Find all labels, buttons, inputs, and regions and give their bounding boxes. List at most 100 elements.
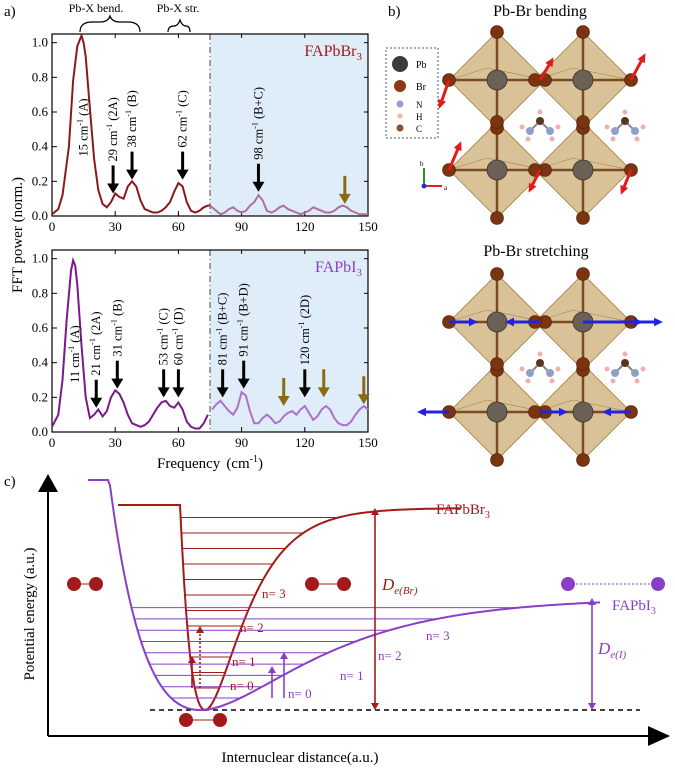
chart-title-main: FAPbBr — [304, 43, 357, 60]
y-tick-label: 0.4 — [32, 139, 49, 154]
pb-atom — [572, 159, 594, 181]
de-i-label: De(I) — [597, 639, 626, 661]
y-tick-label: 0.6 — [32, 320, 49, 335]
chart-fapbi3: 0.0 0.2 0.4 0.6 0.8 1.0 0 30 60 90 120 150 FAPbI3 11 … — [32, 249, 378, 450]
curve-label-fapbbr3: FAPbBr3 — [436, 502, 490, 521]
displacement-arrowhead-icon — [620, 184, 629, 195]
mode-label: 98 cm-1 (B+C) — [250, 87, 265, 160]
structure-bending — [437, 25, 646, 225]
h-atom — [537, 109, 543, 115]
series-line-shaded — [211, 390, 369, 427]
panel-label-c: c) — [4, 474, 16, 490]
h-atom — [640, 124, 646, 130]
level-label-br: n= 0 — [230, 678, 254, 693]
y-tick-label: 0.8 — [32, 285, 48, 300]
series-line-shaded — [209, 193, 368, 216]
x-tick-label: 0 — [49, 219, 56, 234]
y-tick-label: 0.6 — [32, 104, 49, 119]
pb-atom — [572, 69, 594, 91]
potential-ylabel: Potential energy (a.u.) — [22, 547, 38, 680]
br-atom — [490, 115, 504, 129]
level-label-br: n= 3 — [262, 586, 286, 601]
mode-arrowhead-icon — [126, 169, 139, 180]
dimer-equilibrium-atom — [179, 713, 193, 727]
br-atom-icon — [394, 80, 406, 92]
y-tick-label: 0.0 — [32, 208, 48, 223]
panel-b-title-bottom: Pb-Br stretching — [483, 243, 588, 260]
legend-pb: Pb — [416, 60, 427, 71]
octahedron-edge — [448, 67, 546, 81]
n-atom — [611, 369, 619, 377]
displacement-arrowhead-icon — [545, 57, 554, 68]
x-axis-arrow-icon — [648, 726, 670, 746]
h-atom — [525, 378, 531, 384]
displacement-arrowhead-icon — [437, 98, 446, 109]
panel-label-a: a) — [4, 4, 16, 20]
mode-arrowhead-icon — [172, 387, 185, 398]
y-tick-label: 0.2 — [32, 389, 48, 404]
plot-frame — [51, 33, 369, 217]
octahedron-edge — [448, 309, 546, 323]
x-tick-label: 90 — [235, 219, 248, 234]
c-atom — [536, 117, 544, 125]
c-atom — [536, 359, 544, 367]
br-atom — [528, 73, 542, 87]
chart-title: FAPbI3 — [315, 259, 363, 279]
bracket-str — [167, 18, 191, 33]
de-br-label: De(Br) — [381, 575, 418, 597]
fft-xlabel-close: ) — [258, 456, 263, 472]
mode-arrowhead-icon — [357, 394, 370, 405]
mode-label: 91 cm-1 (B+D) — [236, 283, 251, 356]
x-tick-label: 30 — [109, 435, 122, 450]
y-axis-arrow-icon — [38, 474, 58, 492]
dissociation-arrowhead-icon — [588, 703, 596, 710]
legend-h: H — [416, 112, 423, 122]
c-atom — [621, 117, 629, 125]
mode-arrowhead-icon — [338, 193, 351, 204]
h-atom — [634, 136, 640, 142]
n-atom — [526, 369, 534, 377]
dissociation-arrowhead-icon — [371, 703, 379, 710]
legend-n: N — [416, 100, 423, 110]
shaded-region — [210, 34, 368, 216]
series-line — [51, 256, 209, 430]
br-atom — [490, 267, 504, 281]
level-label-i: n= 3 — [426, 628, 450, 643]
x-tick-label: 90 — [235, 435, 248, 450]
pb-atom — [486, 159, 508, 181]
n-atom — [631, 369, 639, 377]
x-tick-label: 60 — [172, 219, 185, 234]
mode-arrowhead-icon — [111, 378, 124, 389]
h-atom — [519, 124, 525, 130]
displacement-arrowhead-icon — [417, 407, 426, 417]
mode-arrowhead-icon — [237, 378, 250, 389]
n-atom — [526, 127, 534, 135]
h-atom — [640, 366, 646, 372]
bracket-bend — [79, 14, 141, 33]
dimer-br-left-atom — [89, 577, 103, 591]
curve-label-fapbi3: FAPbI3 — [612, 598, 656, 617]
n-atom — [546, 127, 554, 135]
level-label-i: n= 2 — [378, 648, 402, 663]
displacement-arrowhead-icon — [528, 182, 537, 193]
dissociation-arrowhead-icon — [371, 508, 379, 515]
panel-c-potential: Potential energy (a.u.) Internuclear dis… — [22, 474, 670, 766]
mode-label: 11 cm-1 (A) — [67, 325, 82, 383]
displacement-arrowhead-icon — [654, 317, 663, 327]
chart-title-main: FAPbI — [315, 259, 357, 276]
y-tick-label: 1.0 — [32, 251, 48, 266]
br-atom — [490, 357, 504, 371]
pb-atom — [486, 401, 508, 423]
c-atom-icon — [396, 124, 404, 132]
mode-label: 31 cm-1 (B) — [109, 299, 124, 356]
fft-xlabel: Frequency (cm-1) — [157, 454, 263, 472]
morse-curve-fapbbr3 — [118, 504, 460, 711]
mode-label: 60 cm-1 (D) — [170, 307, 185, 365]
chart-title: FAPbBr3 — [304, 43, 362, 63]
dissociation-arrowhead-icon — [588, 598, 596, 605]
n-atom — [611, 127, 619, 135]
n-atom-icon — [396, 100, 404, 108]
panel-label-b: b) — [388, 4, 401, 20]
x-tick-label: 30 — [109, 219, 122, 234]
mode-label: 21 cm-1 (2A) — [88, 311, 103, 375]
